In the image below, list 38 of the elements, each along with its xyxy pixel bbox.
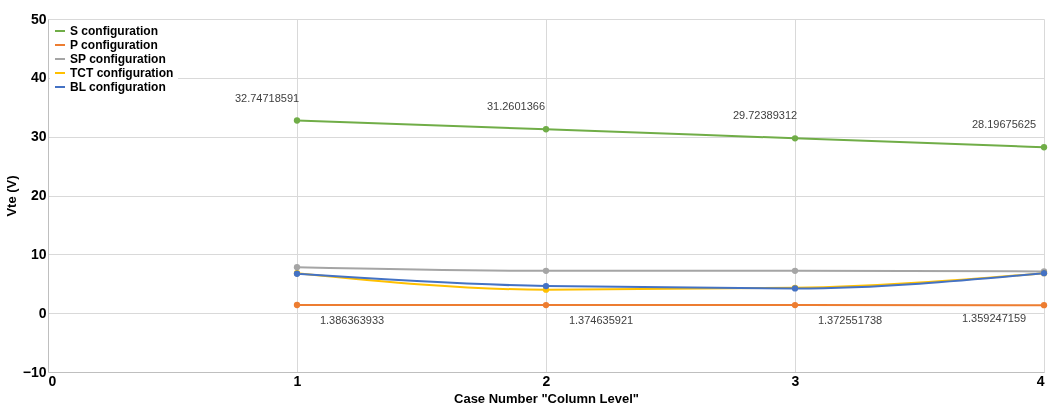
- y-tick-label: 0: [38, 304, 47, 321]
- y-axis-title: Vte (V): [3, 175, 19, 217]
- point: [791, 135, 799, 142]
- point: [293, 301, 301, 309]
- point: [791, 267, 799, 274]
- point: [293, 117, 301, 124]
- x-tick-label: 4: [1036, 372, 1045, 389]
- data-label: 1.372551738: [817, 314, 883, 327]
- point: [542, 301, 550, 309]
- data-label: 1.374635921: [568, 314, 634, 327]
- legend-label: BL configuration: [70, 80, 166, 94]
- x-tick-label: 3: [791, 372, 800, 389]
- point: [542, 126, 550, 133]
- point: [1040, 144, 1048, 151]
- y-tick-label: 30: [30, 128, 47, 145]
- legend-label: SP configuration: [70, 52, 166, 66]
- data-label: 1.359247159: [961, 312, 1027, 325]
- data-label: 1.386363933: [319, 314, 385, 327]
- y-tick-label: 20: [30, 187, 47, 203]
- x-tick-label: 1: [293, 372, 302, 389]
- y-tick-label: 50: [30, 10, 47, 27]
- point: [1040, 302, 1048, 309]
- legend-label: P configuration: [70, 38, 158, 52]
- point: [791, 301, 799, 309]
- x-axis-title: Case Number "Column Level": [454, 390, 639, 406]
- x-tick-label: 2: [542, 372, 551, 389]
- data-label: 29.72389312: [732, 109, 798, 122]
- point: [542, 267, 550, 274]
- y-tick-label: 40: [30, 69, 47, 86]
- legend-label: S configuration: [70, 24, 158, 38]
- data-label: 31.2601366: [486, 100, 546, 113]
- data-label: 32.74718591: [234, 91, 300, 104]
- point: [293, 264, 301, 271]
- legend-label: TCT configuration: [70, 66, 174, 80]
- data-label: 28.19675625: [971, 118, 1037, 131]
- y-tick-label: −10: [22, 363, 47, 380]
- point: [542, 282, 550, 290]
- y-tick-label: 10: [30, 245, 47, 262]
